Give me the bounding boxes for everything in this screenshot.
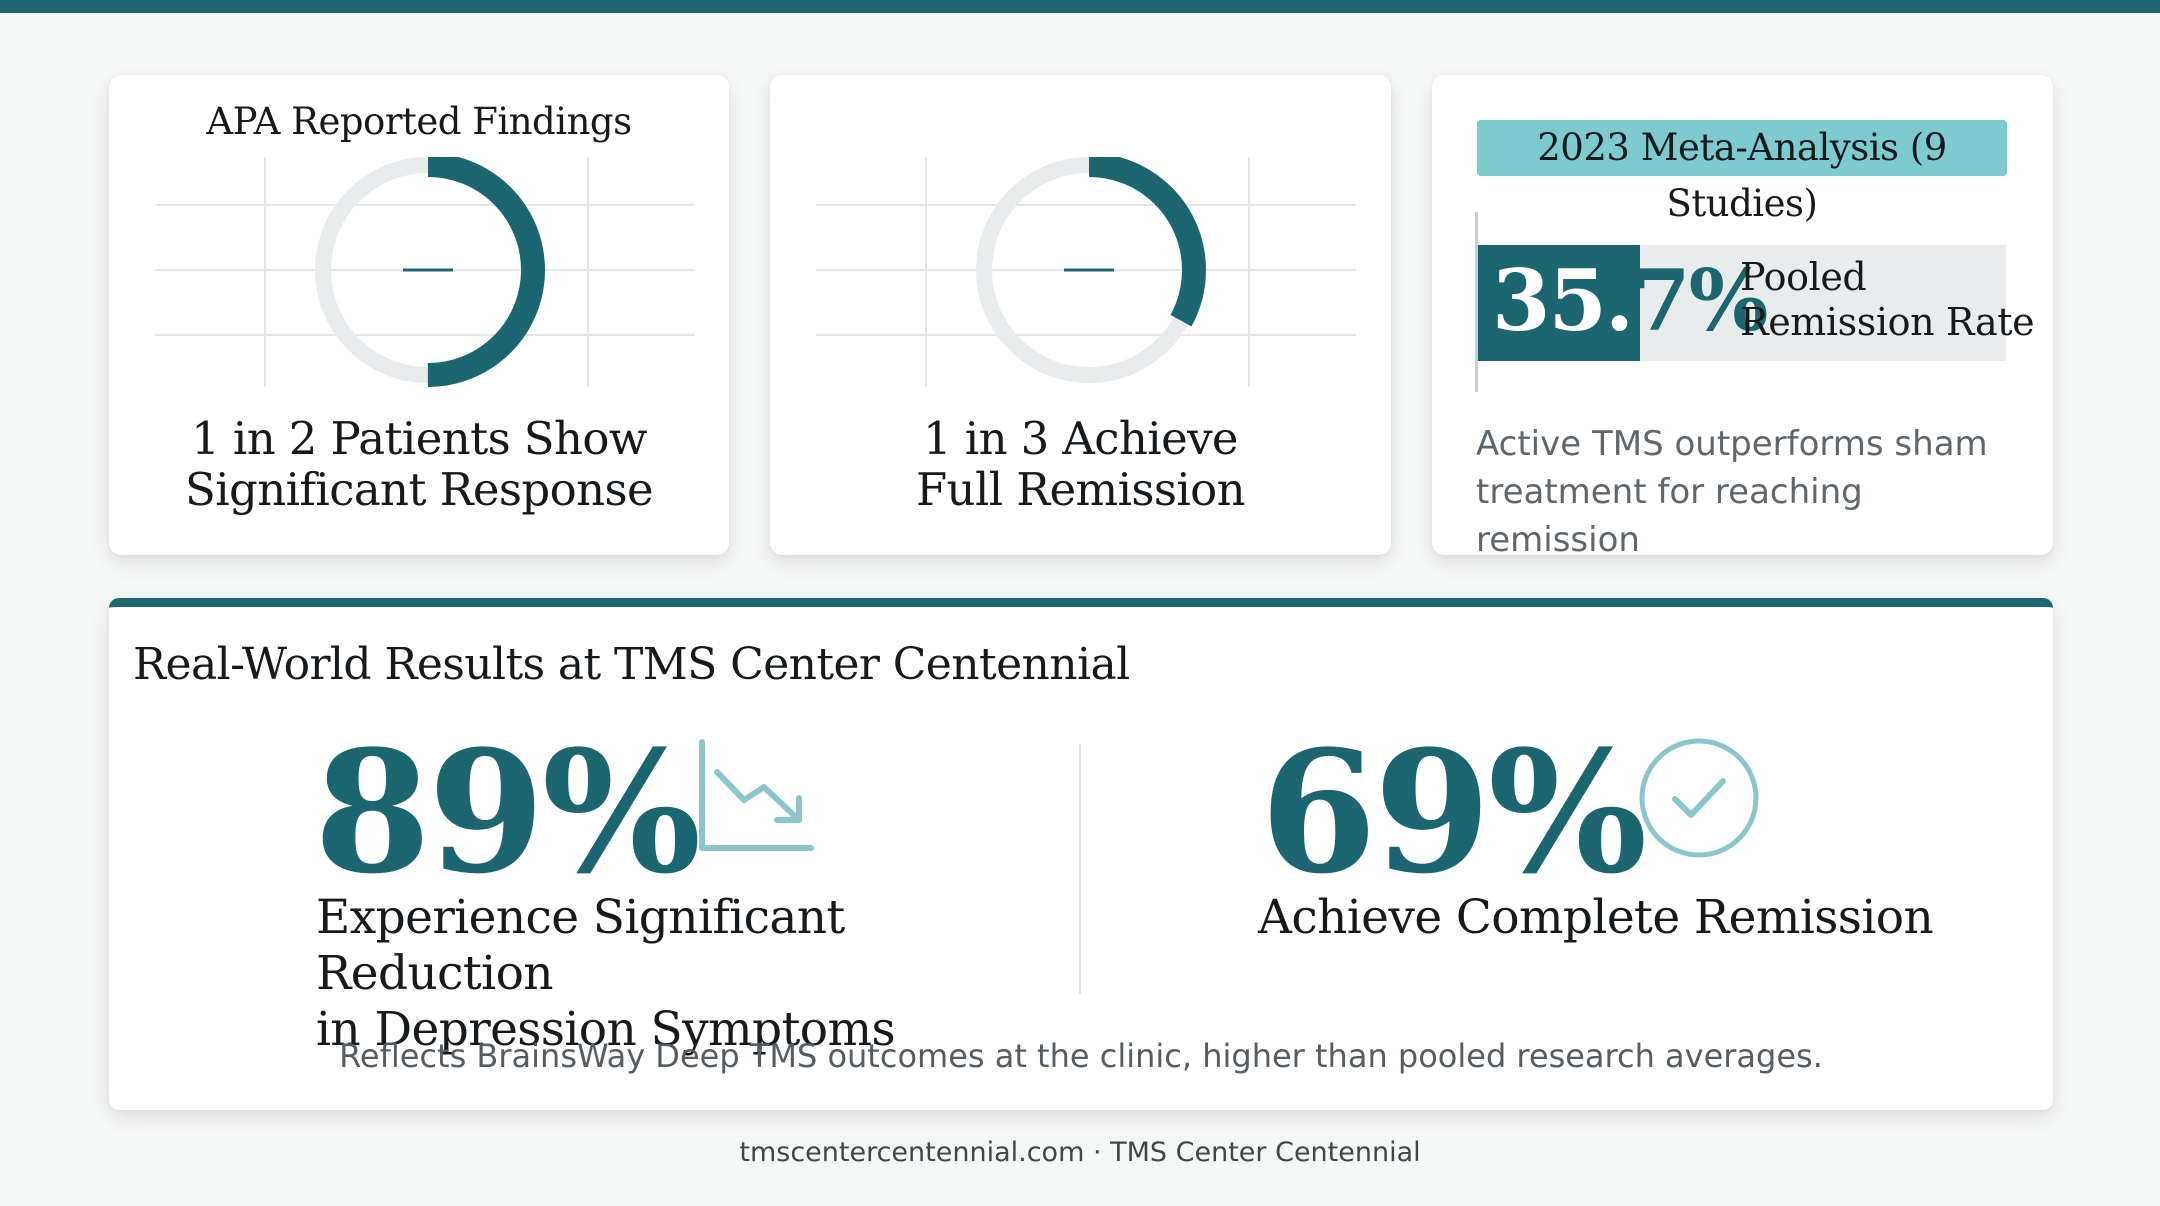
reduction-caption: Experience Significant Reduction in Depr…	[316, 890, 1036, 1058]
meta-analysis-badge: 2023 Meta-Analysis (9 Studies)	[1477, 120, 2007, 225]
results-note: Reflects BrainsWay Deep TMS outcomes at …	[339, 1037, 1823, 1075]
pooled-rate-label: Pooled Remission Rate	[1740, 255, 2035, 345]
results-divider	[1079, 744, 1081, 994]
meta-note: Active TMS outperforms sham treatment fo…	[1476, 424, 1988, 560]
trend-down-icon	[699, 739, 814, 851]
ring-progress	[311, 157, 545, 387]
caption-line: 1 in 3 Achieve	[923, 412, 1239, 465]
bar-axis	[1475, 212, 1478, 392]
footer-credit: tmscentercentennial.com · TMS Center Cen…	[739, 1137, 1421, 1168]
caption-line: Full Remission	[915, 463, 1246, 516]
rate-part: 35.	[1492, 251, 1634, 350]
caption-line: in Depression Symptoms	[316, 1002, 896, 1057]
ring-progress	[972, 157, 1206, 387]
top-accent-bar	[0, 0, 2160, 13]
apa-card-title: APA Reported Findings	[206, 100, 632, 143]
label-line: Pooled	[1740, 255, 1867, 299]
reduction-percentage: 89%	[314, 713, 701, 911]
rate-bar-fill	[1478, 245, 1640, 361]
results-title: Real-World Results at TMS Center Centenn…	[133, 639, 1130, 690]
check-circle-icon	[1639, 738, 1759, 858]
meta-analysis-card: 2023 Meta-Analysis (9 Studies) 35.7% Poo…	[1432, 75, 2053, 560]
response-caption: 1 in 2 Patients Show Significant Respons…	[109, 413, 729, 515]
pooled-rate-value: 35.7%	[1492, 241, 1768, 361]
remission-card: 1 in 3 Achieve Full Remission	[770, 75, 1391, 555]
rate-part: 7%	[1632, 251, 1768, 350]
remission-result-caption: Achieve Complete Remission	[1258, 890, 1934, 945]
caption-line: 1 in 2 Patients Show	[191, 412, 647, 465]
real-world-results-panel: Real-World Results at TMS Center Centenn…	[109, 598, 2053, 1110]
response-ring	[155, 157, 695, 387]
remission-caption: 1 in 3 Achieve Full Remission	[770, 413, 1391, 515]
caption-line: Significant Response	[184, 463, 654, 516]
remission-percentage: 69%	[1260, 713, 1647, 911]
caption-line: Experience Significant Reduction	[316, 890, 845, 1001]
remission-ring	[816, 157, 1356, 387]
label-line: Remission Rate	[1740, 300, 2035, 344]
apa-findings-card: APA Reported Findings 1 in 2 Patients Sh…	[109, 75, 729, 555]
